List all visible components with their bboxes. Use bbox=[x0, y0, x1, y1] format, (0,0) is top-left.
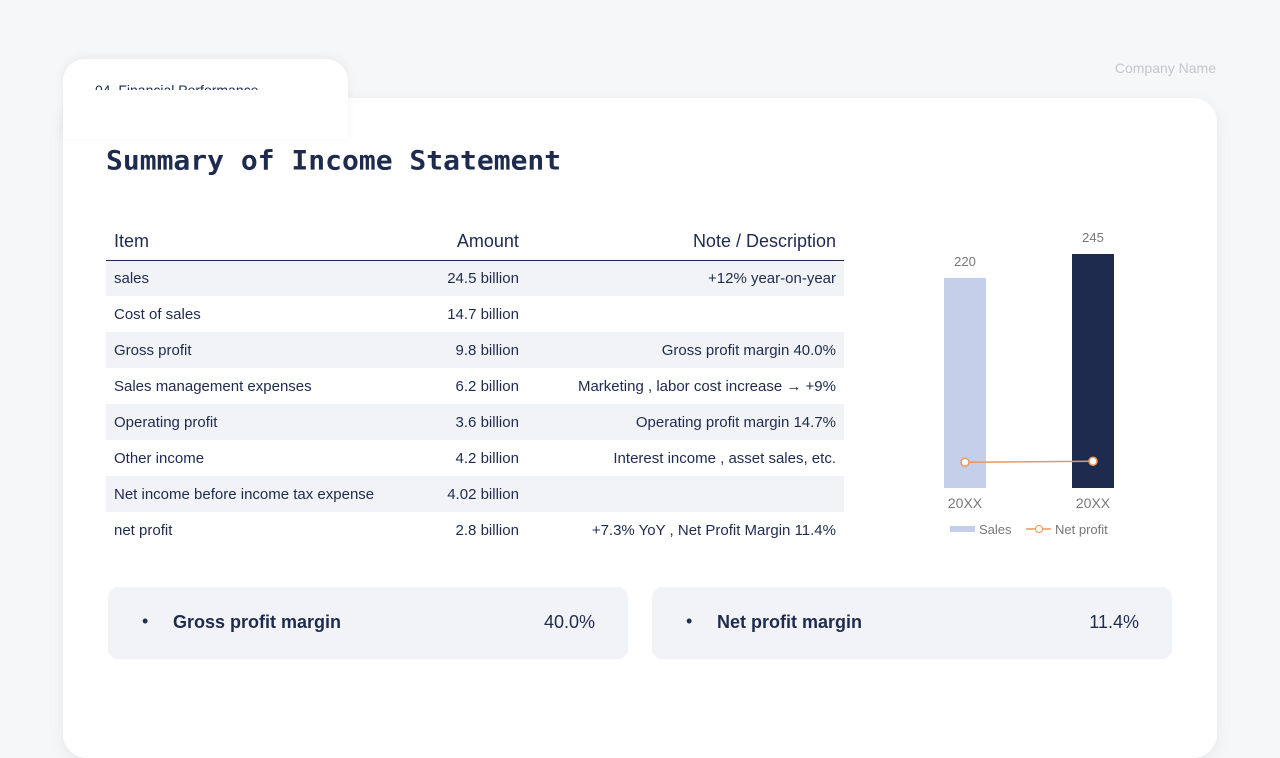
table-row: Net income before income tax expense 4.02… bbox=[106, 476, 844, 512]
amount-cell: 3.6 billion bbox=[425, 404, 527, 440]
note-cell bbox=[526, 476, 844, 512]
net-profit-point bbox=[960, 457, 970, 467]
item-cell: Cost of sales bbox=[114, 305, 201, 323]
bar-value-label: 220 bbox=[954, 254, 976, 269]
note-cell: Interest income , asset sales, etc. bbox=[613, 449, 836, 467]
amount-cell: 2.8 billion bbox=[455, 521, 519, 539]
kpi-net-margin: • Net profit margin 11.4% bbox=[652, 587, 1172, 659]
item-cell: Gross profit bbox=[106, 332, 426, 368]
item-cell: Operating profit bbox=[106, 404, 426, 440]
table-row: net profit 2.8 billion +7.3% YoY , Net Pro… bbox=[106, 512, 844, 548]
item-cell: Other income bbox=[114, 449, 205, 467]
item-cell: Sales management expenses bbox=[114, 377, 312, 395]
page-title: Summary of Income Statement bbox=[106, 144, 562, 177]
bar-value-label: 245 bbox=[1082, 230, 1104, 245]
table-row: Cost of sales 14.7 billion bbox=[106, 296, 844, 332]
x-tick-label: 20XX bbox=[1076, 495, 1111, 511]
item-cell: Net income before income tax expense bbox=[106, 476, 426, 512]
item-cell: net profit bbox=[114, 521, 173, 539]
amount-cell: 4.2 billion bbox=[455, 449, 519, 467]
kpi-value: 11.4% bbox=[1089, 612, 1139, 632]
table-row: Sales management expenses 6.2 billion Mark… bbox=[106, 368, 844, 404]
bar bbox=[944, 277, 986, 488]
bullet: • bbox=[142, 611, 149, 631]
company-name: Company Name bbox=[1114, 60, 1216, 76]
table-row: Gross profit 9.8 billion Gross profit marg… bbox=[106, 332, 844, 368]
amount-cell: 14.7 billion bbox=[447, 305, 519, 323]
income-table: Item Amount Note / Description sales 24.5… bbox=[106, 224, 844, 548]
amount-cell: 24.5 billion bbox=[425, 260, 527, 296]
bullet: • bbox=[686, 611, 693, 631]
kpi-gross-margin: • Gross profit margin 40.0% bbox=[108, 587, 628, 659]
table-row: Operating profit 3.6 billion Operating pro… bbox=[106, 404, 844, 440]
table-row: Other income 4.2 billion Interest income ,… bbox=[106, 440, 844, 476]
note-cell: +7.3% YoY , Net Profit Margin 11.4% bbox=[591, 521, 836, 539]
col-note: Note / Description bbox=[526, 224, 844, 261]
col-item: Item bbox=[106, 224, 426, 261]
net-profit-line bbox=[964, 460, 1094, 463]
kpi-value: 40.0% bbox=[543, 612, 595, 632]
x-tick-label: 20XX bbox=[948, 495, 983, 511]
sales-chart: 220 20XX 245 20XX Sales Net profit bbox=[944, 230, 1114, 537]
legend-net-profit-marker bbox=[1035, 525, 1043, 533]
legend-sales-label: Sales bbox=[979, 522, 1012, 537]
amount-cell: 9.8 billion bbox=[425, 332, 527, 368]
legend-sales-swatch bbox=[950, 526, 975, 532]
note-cell: +12% year-on-year bbox=[526, 260, 844, 296]
note-cell: Marketing , labor cost increase → +9% bbox=[577, 377, 836, 395]
kpi-label: Net profit margin bbox=[717, 612, 863, 632]
note-cell: Gross profit margin 40.0% bbox=[526, 332, 844, 368]
amount-cell: 6.2 billion bbox=[455, 377, 519, 395]
amount-cell: 4.02 billion bbox=[425, 476, 527, 512]
table-row: sales 24.5 billion +12% year-on-year bbox=[106, 260, 844, 296]
item-cell: sales bbox=[106, 260, 426, 296]
kpi-label: Gross profit margin bbox=[173, 612, 342, 632]
note-cell bbox=[527, 296, 844, 332]
col-amount: Amount bbox=[425, 224, 527, 261]
bar bbox=[1072, 254, 1114, 488]
net-profit-point bbox=[1088, 456, 1098, 467]
legend-net-profit-label: Net profit bbox=[1055, 522, 1108, 537]
note-cell: Operating profit margin 14.7% bbox=[526, 404, 844, 440]
